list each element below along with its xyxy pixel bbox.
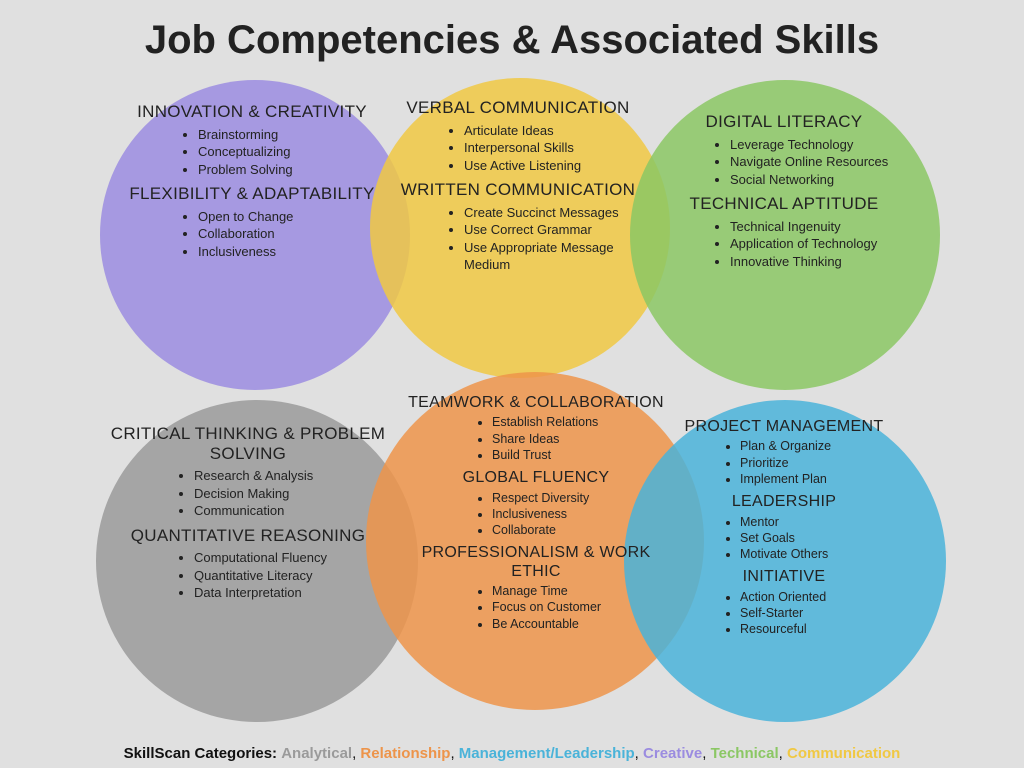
skill-item: Use Correct Grammar: [464, 221, 658, 239]
legend: SkillScan Categories: Analytical, Relati…: [124, 745, 901, 762]
section-title: FLEXIBILITY & ADAPTABILITY: [112, 184, 392, 204]
skill-list: BrainstormingConceptualizingProblem Solv…: [112, 126, 392, 179]
section-title: QUANTITATIVE REASONING: [108, 526, 388, 546]
skill-item: Plan & Organize: [740, 438, 924, 454]
legend-prefix: SkillScan Categories:: [124, 745, 282, 762]
skill-item: Data Interpretation: [194, 584, 388, 602]
section-title: PROFESSIONALISM & WORK ETHIC: [396, 544, 676, 581]
skill-item: Open to Change: [198, 208, 392, 226]
section-title: LEADERSHIP: [644, 493, 924, 511]
skill-item: Technical Ingenuity: [730, 218, 924, 236]
skill-item: Inclusiveness: [198, 243, 392, 261]
competency-group: CRITICAL THINKING & PROBLEM SOLVING Resea…: [108, 424, 388, 608]
skill-item: Brainstorming: [198, 126, 392, 144]
section-title: INITIATIVE: [644, 568, 924, 586]
skill-list: Open to ChangeCollaborationInclusiveness: [112, 208, 392, 261]
skill-item: Use Active Listening: [464, 157, 658, 175]
competency-group: VERBAL COMMUNICATION Articulate IdeasInte…: [378, 98, 658, 280]
skill-item: Use Appropriate Message Medium: [464, 239, 658, 274]
skill-list: Respect DiversityInclusivenessCollaborat…: [396, 490, 676, 539]
skill-item: Implement Plan: [740, 471, 924, 487]
competency-section: TEAMWORK & COLLABORATION Establish Relati…: [396, 394, 676, 463]
page-title: Job Competencies & Associated Skills: [0, 0, 1024, 63]
skill-item: Quantitative Literacy: [194, 567, 388, 585]
skill-item: Create Succinct Messages: [464, 204, 658, 222]
skill-item: Mentor: [740, 514, 924, 530]
skill-item: Action Oriented: [740, 589, 924, 605]
competency-section: FLEXIBILITY & ADAPTABILITY Open to Change…: [112, 184, 392, 260]
section-title: DIGITAL LITERACY: [644, 112, 924, 132]
competency-section: CRITICAL THINKING & PROBLEM SOLVING Resea…: [108, 424, 388, 520]
skill-list: Computational FluencyQuantitative Litera…: [108, 549, 388, 602]
section-title: CRITICAL THINKING & PROBLEM SOLVING: [108, 424, 388, 463]
skill-list: Technical IngenuityApplication of Techno…: [644, 218, 924, 271]
skill-item: Research & Analysis: [194, 467, 388, 485]
skill-list: Articulate IdeasInterpersonal SkillsUse …: [378, 122, 658, 175]
skill-item: Social Networking: [730, 171, 924, 189]
skill-list: Plan & OrganizePrioritizeImplement Plan: [644, 438, 924, 487]
skill-item: Problem Solving: [198, 161, 392, 179]
skill-list: Establish RelationsShare IdeasBuild Trus…: [396, 414, 676, 463]
skill-item: Application of Technology: [730, 235, 924, 253]
legend-item: Technical: [711, 745, 779, 762]
competency-section: GLOBAL FLUENCY Respect DiversityInclusive…: [396, 469, 676, 538]
competency-section: TECHNICAL APTITUDE Technical IngenuityApp…: [644, 194, 924, 270]
skill-list: MentorSet GoalsMotivate Others: [644, 514, 924, 563]
legend-item: Relationship: [360, 745, 450, 762]
legend-item: Creative: [643, 745, 702, 762]
competency-section: INNOVATION & CREATIVITY BrainstormingConc…: [112, 102, 392, 178]
section-title: WRITTEN COMMUNICATION: [378, 180, 658, 200]
competency-group: DIGITAL LITERACY Leverage TechnologyNavig…: [644, 112, 924, 276]
skill-item: Decision Making: [194, 485, 388, 503]
skill-item: Motivate Others: [740, 546, 924, 562]
skill-item: Interpersonal Skills: [464, 139, 658, 157]
section-title: TECHNICAL APTITUDE: [644, 194, 924, 214]
skill-item: Communication: [194, 502, 388, 520]
skill-list: Action OrientedSelf-StarterResourceful: [644, 589, 924, 638]
competency-section: LEADERSHIP MentorSet GoalsMotivate Others: [644, 493, 924, 562]
competency-section: PROJECT MANAGEMENT Plan & OrganizePriorit…: [644, 418, 924, 487]
competency-section: WRITTEN COMMUNICATION Create Succinct Mes…: [378, 180, 658, 274]
competency-section: QUANTITATIVE REASONING Computational Flue…: [108, 526, 388, 602]
section-title: TEAMWORK & COLLABORATION: [396, 394, 676, 412]
skill-item: Navigate Online Resources: [730, 153, 924, 171]
skill-item: Computational Fluency: [194, 549, 388, 567]
competency-group: PROJECT MANAGEMENT Plan & OrganizePriorit…: [644, 418, 924, 643]
section-title: INNOVATION & CREATIVITY: [112, 102, 392, 122]
skill-item: Articulate Ideas: [464, 122, 658, 140]
competency-section: PROFESSIONALISM & WORK ETHICManage TimeF…: [396, 544, 676, 632]
section-title: PROJECT MANAGEMENT: [644, 418, 924, 436]
skill-item: Self-Starter: [740, 605, 924, 621]
skill-list: Leverage TechnologyNavigate Online Resou…: [644, 136, 924, 189]
legend-item: Communication: [787, 745, 900, 762]
legend-item: Management/Leadership: [459, 745, 635, 762]
competency-section: VERBAL COMMUNICATION Articulate IdeasInte…: [378, 98, 658, 174]
section-title: VERBAL COMMUNICATION: [378, 98, 658, 118]
skill-item: Set Goals: [740, 530, 924, 546]
competency-section: DIGITAL LITERACY Leverage TechnologyNavig…: [644, 112, 924, 188]
skill-item: Leverage Technology: [730, 136, 924, 154]
competency-group: INNOVATION & CREATIVITY BrainstormingConc…: [112, 102, 392, 266]
skill-item: Prioritize: [740, 455, 924, 471]
skill-list: Manage TimeFocus on CustomerBe Accountab…: [396, 583, 676, 632]
section-title: GLOBAL FLUENCY: [396, 469, 676, 487]
competency-group: TEAMWORK & COLLABORATION Establish Relati…: [396, 394, 676, 638]
skill-list: Research & AnalysisDecision MakingCommun…: [108, 467, 388, 520]
skill-item: Innovative Thinking: [730, 253, 924, 271]
competency-section: INITIATIVE Action OrientedSelf-StarterRes…: [644, 568, 924, 637]
skill-item: Collaboration: [198, 225, 392, 243]
skill-item: Resourceful: [740, 621, 924, 637]
skill-list: Create Succinct MessagesUse Correct Gram…: [378, 204, 658, 274]
skill-item: Conceptualizing: [198, 143, 392, 161]
legend-item: Analytical: [281, 745, 352, 762]
